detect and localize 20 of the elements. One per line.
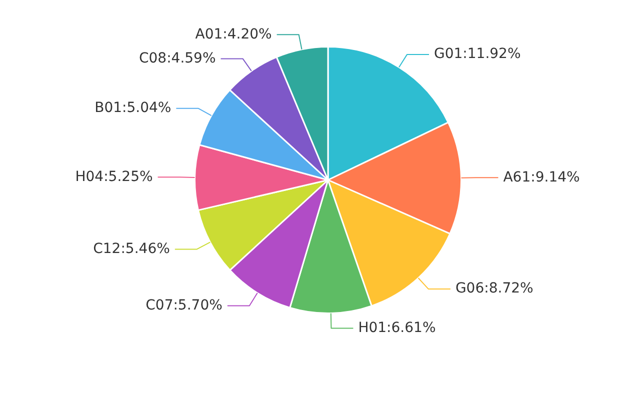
slice-label: C12 — [93, 240, 121, 257]
slice-label: A01 — [195, 26, 223, 42]
data-label: :5.25% — [104, 168, 153, 185]
data-label: :5.46% — [120, 240, 170, 257]
data-label: :5.04% — [122, 100, 172, 116]
data-label: :11.92% — [462, 46, 521, 62]
slice-label: H01 — [358, 320, 387, 336]
data-label: :9.14% — [530, 169, 580, 186]
data-label: :6.61% — [386, 320, 436, 336]
data-label: :5.70% — [173, 297, 222, 314]
slice-label: B01 — [94, 100, 122, 116]
slice-label: C08 — [138, 50, 167, 66]
data-label: :8.72% — [484, 280, 534, 297]
slice-label: A61 — [503, 169, 531, 186]
slice-label: G01 — [434, 46, 463, 62]
data-label: :4.59% — [166, 50, 216, 66]
slice-label: G06 — [455, 280, 484, 297]
data-label: :4.20% — [222, 26, 272, 42]
slice-label: C07 — [146, 297, 174, 314]
slice-label: H04 — [75, 168, 104, 185]
